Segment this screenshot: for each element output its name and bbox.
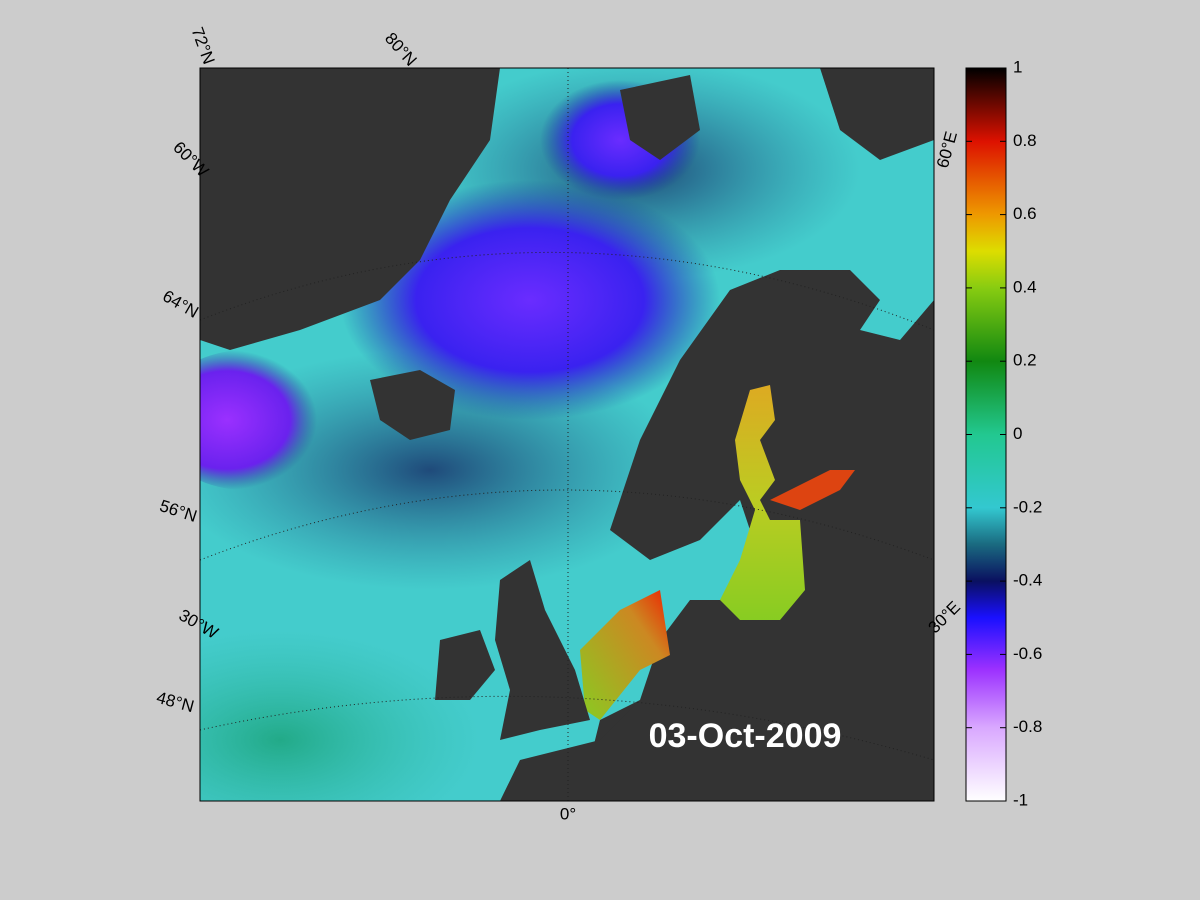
grid-label: 72°N [188, 25, 219, 67]
grid-label: 64°N [159, 286, 201, 321]
grid-label: 56°N [157, 496, 199, 526]
colorbar-tick-label: -1 [1013, 790, 1028, 809]
colorbar-tick-label: -0.8 [1013, 717, 1042, 736]
grid-label: 60°E [933, 129, 961, 170]
land [620, 75, 700, 160]
colorbar-tick-label: 0.8 [1013, 131, 1037, 150]
colorbar-ticks: 1 0.8 0.6 0.4 0.2 0 -0.2 -0.4 -0.6 -0.8 -1 [966, 57, 1042, 809]
parallel [200, 489, 934, 561]
date-label: 03-Oct-2009 [649, 717, 842, 755]
grid-label: 0° [560, 804, 576, 823]
colorbar-tick-label: 1 [1013, 57, 1022, 76]
colorbar-tick-label: 0 [1013, 424, 1022, 443]
baltic-sea [720, 385, 805, 620]
parallel [200, 252, 934, 331]
land [500, 700, 934, 801]
colorbar-tick-label: -0.4 [1013, 571, 1042, 590]
parallel [200, 695, 934, 761]
colorbar-tick-label: 0.4 [1013, 277, 1037, 296]
colorbar-tick-label: -0.6 [1013, 644, 1042, 663]
low-anomaly [200, 350, 335, 490]
grid-label: 80°N [381, 29, 421, 70]
colorbar-tick-label: 0.6 [1013, 204, 1037, 223]
land [495, 560, 590, 740]
colorbar-tick-label: -0.2 [1013, 497, 1042, 516]
colorbar [965, 67, 1007, 802]
gulf-of-finland [770, 470, 855, 510]
colorbar-tick-label: 0.2 [1013, 351, 1037, 370]
grid-label: 48°N [154, 688, 196, 716]
low-anomaly [340, 180, 720, 420]
ocean-shade [200, 630, 480, 801]
land [820, 68, 934, 160]
land [435, 630, 495, 700]
map [200, 68, 934, 801]
land [370, 370, 455, 440]
land [200, 68, 500, 350]
map-frame [199, 67, 935, 802]
north-sea [580, 590, 670, 720]
